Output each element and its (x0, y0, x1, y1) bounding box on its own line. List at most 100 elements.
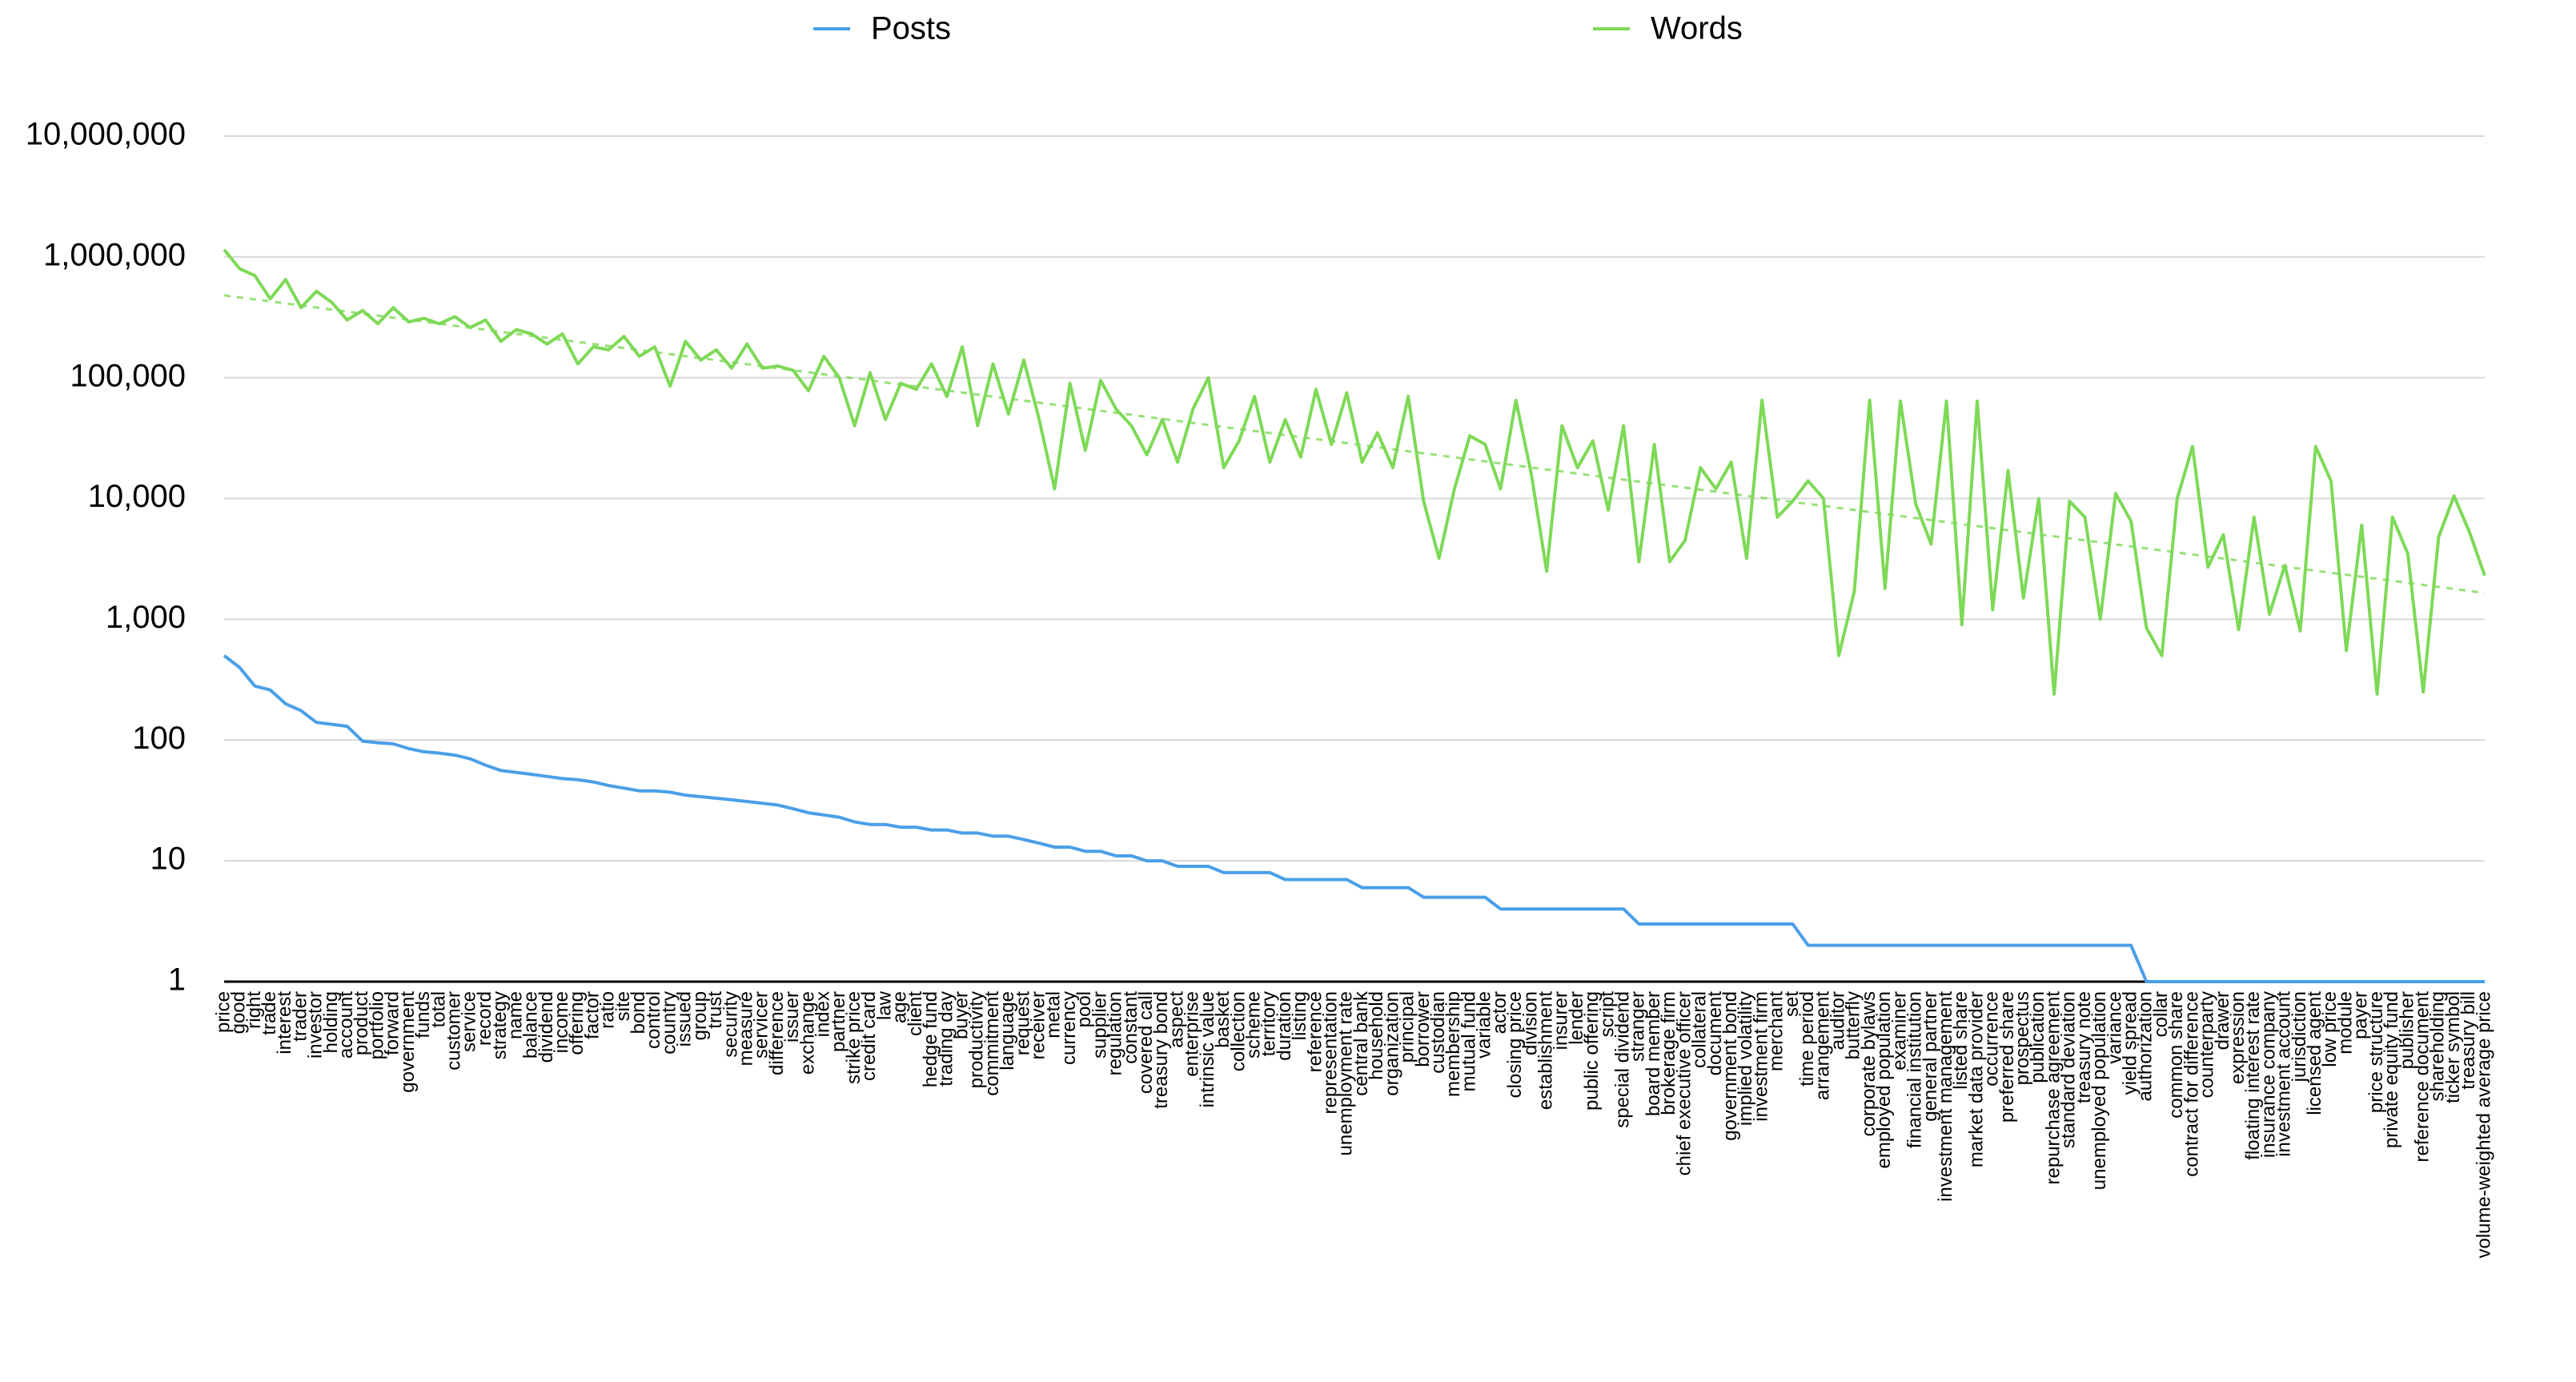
x-tick-label: enterprise (1182, 991, 1203, 1077)
x-tick-label: bond (628, 991, 649, 1034)
x-tick-label: dividend (536, 991, 557, 1063)
x-tick-label: control (643, 991, 664, 1049)
x-tick-label: country (658, 991, 680, 1055)
x-tick-label: request (1012, 991, 1033, 1055)
x-tick-label: time period (1796, 991, 1818, 1087)
x-tick-label: jurisdiction (2289, 991, 2310, 1083)
x-tick-label: preferred share (1996, 991, 2018, 1123)
x-tick-label: price structure (2365, 991, 2387, 1113)
x-tick-label: supplier (1089, 991, 1110, 1059)
legend-label: Posts (871, 11, 951, 46)
x-tick-label: publisher (2396, 991, 2418, 1069)
x-tick-label: strategy (489, 991, 511, 1059)
x-tick-label: commitment (981, 991, 1003, 1096)
x-tick-label: product (351, 991, 372, 1055)
x-tick-label: servicer (751, 991, 772, 1059)
x-tick-label: client (905, 991, 926, 1036)
x-tick-label: closing price (1504, 991, 1526, 1098)
x-tick-label: trade (259, 991, 280, 1035)
trendline (223, 294, 2486, 595)
x-tick-label: group (689, 991, 711, 1040)
x-tick-label: name (504, 991, 526, 1039)
x-tick-label: strike price (843, 991, 865, 1084)
x-tick-label: expression (2227, 991, 2249, 1084)
x-tick-label: private equity fund (2381, 991, 2402, 1148)
x-tick-label: publication (2027, 991, 2048, 1083)
x-tick-label: principal (1397, 991, 1418, 1063)
x-tick-label: examiner (1888, 991, 1910, 1071)
x-tick-label: factor (581, 991, 603, 1039)
x-tick-label: issuer (781, 991, 803, 1043)
x-tick-label: lender (1566, 991, 1587, 1045)
x-tick-label: special dividend (1612, 991, 1634, 1128)
x-tick-label: portfolio (366, 991, 387, 1059)
series-line (223, 654, 2485, 983)
x-tick-label: auditor (1827, 991, 1848, 1050)
x-tick-label: covered call (1135, 991, 1157, 1094)
x-tick-label: custodian (1427, 991, 1449, 1074)
y-tick-label: 1,000 (106, 600, 186, 635)
x-tick-label: account (335, 991, 357, 1059)
x-tick-label: interest (274, 991, 295, 1055)
x-tick-label: shareholding (2427, 991, 2449, 1101)
y-tick-label: 1 (168, 962, 186, 998)
x-tick-label: trading day (935, 991, 957, 1087)
legend-label: Words (1651, 11, 1743, 46)
x-tick-label: site (612, 991, 634, 1021)
x-tick-label: contract for difference (2181, 991, 2202, 1177)
x-tick-label: offering (566, 991, 588, 1055)
x-tick-label: payer (2350, 991, 2372, 1039)
x-tick-label: currency (1058, 991, 1080, 1065)
x-tick-label: regulation (1105, 991, 1126, 1075)
x-tick-label: investor (305, 991, 327, 1059)
x-tick-label: good (228, 991, 250, 1034)
x-tick-label: intrinsic value (1197, 991, 1218, 1107)
x-tick-label: productivity (966, 991, 988, 1088)
x-tick-label: right (243, 991, 265, 1029)
x-tick-label: ticker symbol (2442, 991, 2464, 1103)
x-tick-label: script (1596, 991, 1618, 1038)
x-tick-label: actor (1489, 991, 1511, 1034)
x-tick-label: listing (1289, 991, 1310, 1040)
x-tick-label: language (997, 991, 1018, 1071)
x-tick-label: age (889, 991, 911, 1023)
x-tick-label: yield spread (2119, 991, 2141, 1095)
x-tick-label: territory (1258, 991, 1280, 1056)
x-tick-label: measure (736, 991, 757, 1066)
x-tick-label: brokerage firm (1658, 991, 1679, 1115)
x-tick-label: public offering (1581, 991, 1603, 1111)
x-tick-label: price (212, 991, 234, 1033)
x-tick-label: hedge fund (920, 991, 941, 1087)
x-tick-label: balance (520, 991, 542, 1059)
x-tick-label: common share (2165, 991, 2187, 1119)
x-tick-label: merchant (1766, 991, 1788, 1071)
y-tick-label: 1,000,000 (43, 237, 186, 272)
x-tick-label: investment firm (1750, 991, 1772, 1122)
x-tick-label: household (1366, 991, 1387, 1080)
x-tick-label: funds (412, 991, 434, 1039)
x-tick-label: stranger (1627, 991, 1649, 1062)
x-tick-label: partner (828, 991, 849, 1052)
x-tick-label: reference (1304, 991, 1326, 1072)
x-tick-label: prospectus (2012, 991, 2033, 1085)
x-tick-label: authorization (2135, 991, 2157, 1101)
x-tick-label: set (1781, 991, 1803, 1017)
x-tick-label: holding (320, 991, 342, 1053)
x-tick-label: unemployed population (2088, 991, 2110, 1190)
x-tick-label: security (720, 991, 741, 1058)
x-tick-label: constant (1120, 991, 1142, 1064)
x-tick-label: ratio (597, 991, 619, 1029)
x-tick-label: volume-weighted average price (2473, 991, 2494, 1259)
x-tick-label: exchange (796, 991, 818, 1075)
x-tick-label: pool (1073, 991, 1095, 1027)
x-tick-label: aspect (1166, 991, 1187, 1048)
series-line (223, 248, 2486, 696)
x-tick-label: membership (1442, 991, 1464, 1097)
x-tick-label: government (397, 991, 419, 1093)
x-tick-label: law (873, 990, 895, 1020)
x-tick-label: general partner (1920, 991, 1941, 1122)
x-tick-label: counterparty (2197, 991, 2218, 1098)
x-tick-label: trust (704, 991, 726, 1029)
x-tick-label: unemployment rate (1335, 991, 1357, 1155)
x-tick-label: insurer (1551, 991, 1572, 1050)
